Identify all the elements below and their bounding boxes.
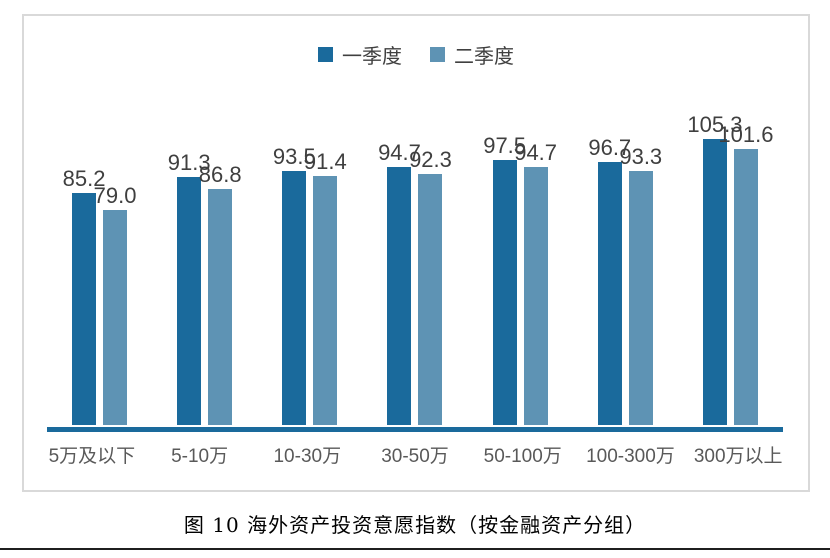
- bar-rect: [702, 139, 727, 425]
- bar-二季度-30-50万: 92.3: [409, 148, 452, 425]
- bar-value-label: 96.7: [588, 134, 632, 160]
- bar-group: 96.7 93.3: [573, 136, 678, 425]
- bar-一季度-10-30万: 93.5: [273, 145, 316, 425]
- x-axis-labels: 5万及以下 5-10万 10-30万 30-50万 50-100万 100-300万 300…: [38, 441, 792, 468]
- chart-frame: 一季度 二季度 85.2 79.0 91.3 86.8 93.5 91.4 94.7 92.3 9…: [22, 14, 810, 492]
- legend-item-2: 二季度: [430, 40, 514, 69]
- bar-group: 94.7 92.3: [362, 141, 467, 425]
- bar-group: 93.5 91.4: [257, 145, 362, 425]
- chart-legend: 一季度 二季度: [24, 40, 808, 69]
- bar-二季度-100-300万: 93.3: [619, 145, 662, 425]
- bar-group: 105.3 101.6: [678, 113, 783, 425]
- bar-value-label: 86.8: [198, 161, 242, 187]
- bar-group: 91.3 86.8: [152, 151, 257, 425]
- bar-value-label: 93.5: [272, 143, 316, 169]
- x-axis-tick-label: 5万及以下: [48, 446, 136, 467]
- bar-rect: [103, 210, 128, 425]
- bar-rect: [72, 193, 97, 425]
- bar-一季度-5万及以下: 85.2: [63, 167, 105, 425]
- bar-二季度-300万以上: 101.6: [718, 123, 773, 425]
- bar-value-label: 79.0: [93, 182, 137, 208]
- bar-group: 85.2 79.0: [47, 167, 152, 425]
- bar-rect: [597, 162, 622, 425]
- x-axis-tick-label: 5-10万: [171, 446, 229, 467]
- figure-caption: 图 10 海外资产投资意愿指数（按金融资产分组）: [183, 513, 647, 537]
- bar-rect: [282, 171, 307, 425]
- legend-label: 一季度: [342, 46, 402, 68]
- bar-一季度-30-50万: 94.7: [378, 141, 421, 425]
- bar-rect: [523, 167, 548, 425]
- bar-value-label: 94.7: [514, 139, 558, 165]
- bar-二季度-10-30万: 91.4: [304, 150, 347, 425]
- bar-一季度-300万以上: 105.3: [687, 113, 742, 425]
- bar-group: 97.5 94.7: [468, 134, 573, 425]
- bar-二季度-5万及以下: 79.0: [94, 184, 136, 425]
- page-divider-rule: [0, 548, 830, 550]
- bar-rect: [733, 149, 758, 425]
- legend-label: 二季度: [454, 46, 514, 68]
- x-axis-tick-label: 100-300万: [586, 446, 675, 467]
- bar-一季度-50-100万: 97.5: [483, 134, 526, 425]
- plot-area: 85.2 79.0 91.3 86.8 93.5 91.4 94.7 92.3 97.5 94.7…: [47, 113, 783, 425]
- bar-value-label: 94.7: [378, 139, 421, 165]
- bar-value-label: 101.6: [718, 121, 774, 147]
- bar-value-label: 91.3: [167, 149, 211, 175]
- bar-value-label: 91.4: [303, 148, 347, 174]
- x-axis-tick-label: 30-50万: [381, 446, 449, 467]
- x-axis-tick-label: 50-100万: [483, 446, 562, 467]
- bar-二季度-50-100万: 94.7: [514, 141, 557, 425]
- bar-rect: [628, 171, 653, 425]
- bar-一季度-5-10万: 91.3: [168, 151, 211, 425]
- legend-item-1: 一季度: [318, 40, 402, 69]
- bar-rect: [208, 189, 233, 425]
- bar-value-label: 97.5: [483, 132, 527, 158]
- x-axis-line: [47, 427, 783, 432]
- bar-二季度-5-10万: 86.8: [199, 163, 242, 425]
- bar-value-label: 85.2: [62, 165, 106, 191]
- x-axis-tick-label: 10-30万: [273, 446, 342, 467]
- x-axis-tick-label: 300万以上: [693, 446, 783, 467]
- legend-swatch-icon: [318, 47, 333, 62]
- bar-rect: [313, 176, 338, 425]
- bar-一季度-100-300万: 96.7: [588, 136, 631, 425]
- bar-value-label: 92.3: [409, 146, 452, 172]
- bar-rect: [492, 160, 517, 425]
- legend-swatch-icon: [430, 47, 445, 62]
- bar-rect: [177, 177, 202, 425]
- bar-value-label: 93.3: [619, 143, 663, 169]
- bar-rect: [387, 167, 412, 425]
- bar-value-label: 105.3: [687, 111, 743, 137]
- bar-rect: [418, 174, 443, 425]
